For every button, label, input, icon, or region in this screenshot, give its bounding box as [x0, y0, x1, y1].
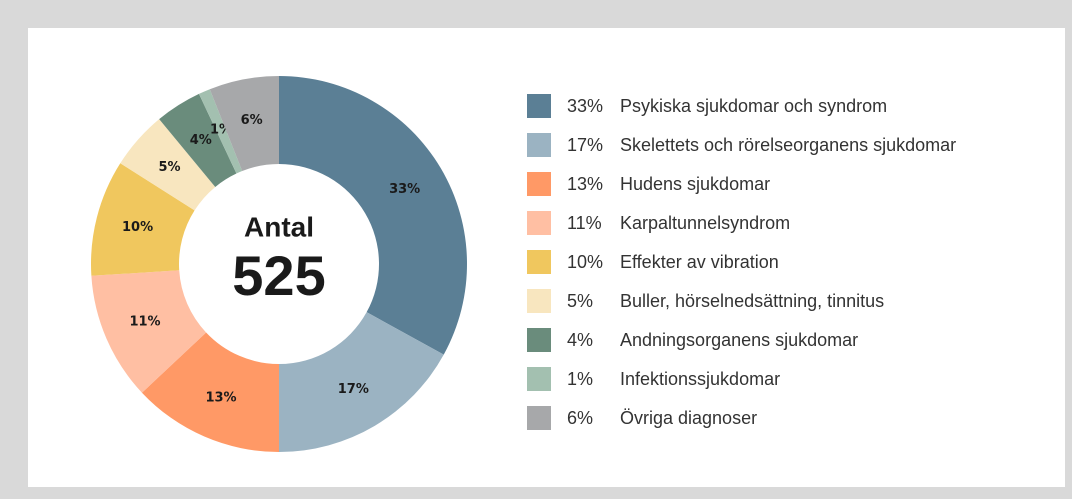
center-label: Antal [244, 211, 314, 242]
legend-label: Psykiska sjukdomar och syndrom [620, 96, 887, 116]
slice [141, 332, 279, 452]
data-label: 33% [389, 182, 420, 197]
slice [91, 270, 207, 393]
slice [120, 119, 216, 211]
data-label: 11% [129, 314, 160, 329]
data-label: 5% [158, 160, 180, 175]
legend-value: 6% [567, 408, 593, 428]
slice [279, 76, 467, 355]
legend-swatch [527, 172, 551, 196]
legend-label: Övriga diagnoser [620, 408, 757, 428]
legend-swatch [527, 250, 551, 274]
data-label: 13% [205, 390, 236, 405]
slice [209, 76, 279, 172]
legend-swatch [527, 211, 551, 235]
slice [159, 93, 237, 187]
slice [279, 312, 444, 452]
center-total: 525 [232, 244, 325, 307]
legend-swatch [527, 289, 551, 313]
legend-swatch [527, 367, 551, 391]
data-label: 10% [122, 220, 153, 235]
data-label: 6% [241, 113, 263, 128]
slice [91, 163, 195, 276]
legend-label: Buller, hörselnedsättning, tinnitus [620, 291, 884, 311]
legend-value: 4% [567, 330, 593, 350]
legend-value: 5% [567, 291, 593, 311]
legend-label: Karpaltunnelsyndrom [620, 213, 790, 233]
legend-value: 13% [567, 174, 603, 194]
legend-value: 1% [567, 369, 593, 389]
legend-swatch [527, 94, 551, 118]
legend-value: 17% [567, 135, 603, 155]
legend-value: 33% [567, 96, 603, 116]
legend-label: Hudens sjukdomar [620, 174, 770, 194]
data-label: 17% [338, 382, 369, 397]
legend-label: Infektionssjukdomar [620, 369, 780, 389]
legend-label: Andningsorganens sjukdomar [620, 330, 858, 350]
legend-swatch [527, 133, 551, 157]
legend-value: 10% [567, 252, 603, 272]
legend-label: Skelettets och rörelseorganens sjukdomar [620, 135, 956, 155]
slice [198, 89, 243, 174]
legend-label: Effekter av vibration [620, 252, 779, 272]
legend-value: 11% [567, 213, 602, 233]
legend-swatch [527, 406, 551, 430]
data-label: 4% [190, 133, 212, 148]
legend-swatch [527, 328, 551, 352]
